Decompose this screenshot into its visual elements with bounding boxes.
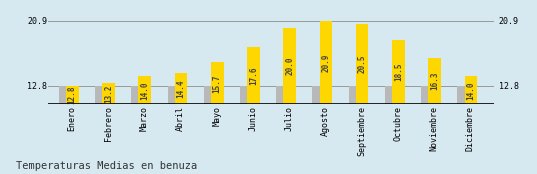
Bar — [211, 62, 223, 104]
Bar — [139, 76, 151, 104]
Bar — [204, 86, 216, 104]
Text: 14.0: 14.0 — [140, 81, 149, 100]
Text: 13.2: 13.2 — [104, 84, 113, 103]
Text: 20.9: 20.9 — [322, 53, 330, 72]
Bar — [421, 86, 434, 104]
Bar — [66, 86, 78, 104]
Bar — [465, 76, 477, 104]
Text: 16.3: 16.3 — [430, 72, 439, 90]
Bar — [247, 47, 260, 104]
Bar — [276, 86, 289, 104]
Bar — [102, 83, 115, 104]
Bar — [320, 21, 332, 104]
Bar — [59, 86, 71, 104]
Text: 15.7: 15.7 — [213, 74, 222, 93]
Text: 18.5: 18.5 — [394, 63, 403, 81]
Text: 17.6: 17.6 — [249, 66, 258, 85]
Text: 14.0: 14.0 — [466, 81, 475, 100]
Text: 14.4: 14.4 — [177, 79, 185, 98]
Text: 12.8: 12.8 — [68, 86, 77, 104]
Text: 20.0: 20.0 — [285, 57, 294, 75]
Bar — [175, 73, 187, 104]
Bar — [392, 40, 405, 104]
Bar — [168, 86, 180, 104]
Bar — [132, 86, 144, 104]
Bar — [313, 86, 325, 104]
Bar — [458, 86, 470, 104]
Bar — [349, 86, 361, 104]
Bar — [95, 86, 108, 104]
Bar — [284, 28, 296, 104]
Bar — [240, 86, 253, 104]
Text: 20.5: 20.5 — [358, 55, 367, 73]
Bar — [429, 58, 441, 104]
Text: Temperaturas Medias en benuza: Temperaturas Medias en benuza — [16, 161, 198, 171]
Bar — [356, 24, 368, 104]
Bar — [385, 86, 398, 104]
